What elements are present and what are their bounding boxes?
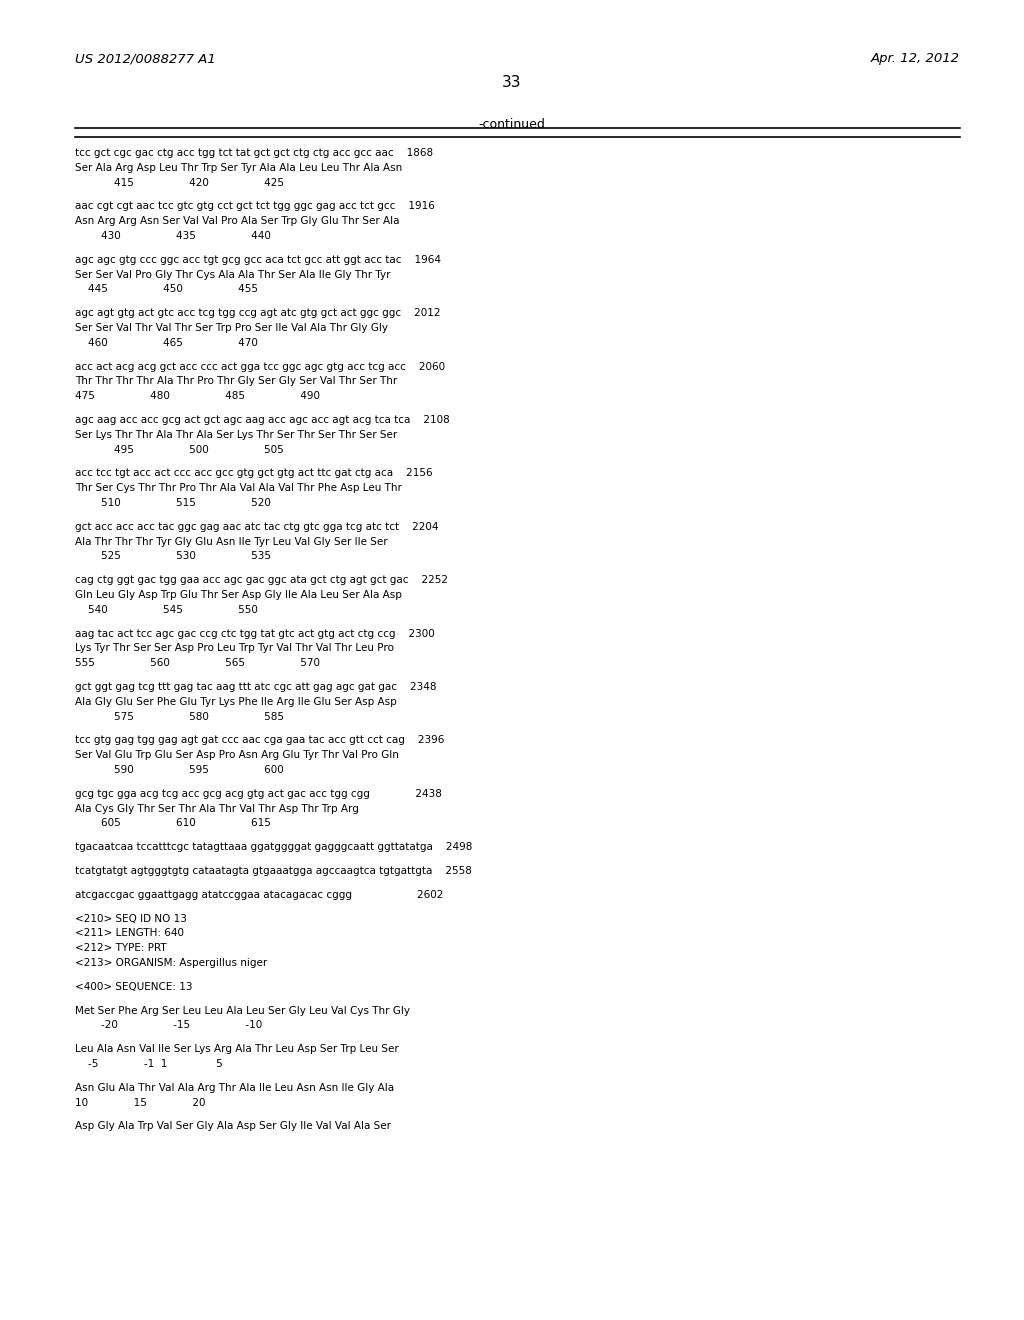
Text: -20                 -15                 -10: -20 -15 -10 — [75, 1020, 262, 1031]
Text: Ser Ser Val Pro Gly Thr Cys Ala Ala Thr Ser Ala Ile Gly Thr Tyr: Ser Ser Val Pro Gly Thr Cys Ala Ala Thr … — [75, 269, 390, 280]
Text: 575                 580                 585: 575 580 585 — [75, 711, 284, 722]
Text: Thr Thr Thr Thr Ala Thr Pro Thr Gly Ser Gly Ser Val Thr Ser Thr: Thr Thr Thr Thr Ala Thr Pro Thr Gly Ser … — [75, 376, 397, 387]
Text: tcatgtatgt agtgggtgtg cataatagta gtgaaatgga agccaagtca tgtgattgta    2558: tcatgtatgt agtgggtgtg cataatagta gtgaaat… — [75, 866, 472, 876]
Text: acc act acg acg gct acc ccc act gga tcc ggc agc gtg acc tcg acc    2060: acc act acg acg gct acc ccc act gga tcc … — [75, 362, 445, 372]
Text: 445                 450                 455: 445 450 455 — [75, 284, 258, 294]
Text: 540                 545                 550: 540 545 550 — [75, 605, 258, 615]
Text: 430                 435                 440: 430 435 440 — [75, 231, 271, 242]
Text: gct ggt gag tcg ttt gag tac aag ttt atc cgc att gag agc gat gac    2348: gct ggt gag tcg ttt gag tac aag ttt atc … — [75, 682, 436, 692]
Text: -continued: -continued — [478, 117, 546, 131]
Text: Gln Leu Gly Asp Trp Glu Thr Ser Asp Gly Ile Ala Leu Ser Ala Asp: Gln Leu Gly Asp Trp Glu Thr Ser Asp Gly … — [75, 590, 401, 601]
Text: Apr. 12, 2012: Apr. 12, 2012 — [871, 51, 961, 65]
Text: 415                 420                 425: 415 420 425 — [75, 178, 284, 187]
Text: Asp Gly Ala Trp Val Ser Gly Ala Asp Ser Gly Ile Val Val Ala Ser: Asp Gly Ala Trp Val Ser Gly Ala Asp Ser … — [75, 1122, 391, 1131]
Text: 10              15              20: 10 15 20 — [75, 1098, 206, 1107]
Text: Asn Glu Ala Thr Val Ala Arg Thr Ala Ile Leu Asn Asn Ile Gly Ala: Asn Glu Ala Thr Val Ala Arg Thr Ala Ile … — [75, 1082, 394, 1093]
Text: 510                 515                 520: 510 515 520 — [75, 498, 271, 508]
Text: tcc gct cgc gac ctg acc tgg tct tat gct gct ctg ctg acc gcc aac    1868: tcc gct cgc gac ctg acc tgg tct tat gct … — [75, 148, 433, 158]
Text: tcc gtg gag tgg gag agt gat ccc aac cga gaa tac acc gtt cct cag    2396: tcc gtg gag tgg gag agt gat ccc aac cga … — [75, 735, 444, 746]
Text: <210> SEQ ID NO 13: <210> SEQ ID NO 13 — [75, 913, 186, 924]
Text: 495                 500                 505: 495 500 505 — [75, 445, 284, 454]
Text: agc agt gtg act gtc acc tcg tgg ccg agt atc gtg gct act ggc ggc    2012: agc agt gtg act gtc acc tcg tgg ccg agt … — [75, 308, 440, 318]
Text: <213> ORGANISM: Aspergillus niger: <213> ORGANISM: Aspergillus niger — [75, 958, 267, 968]
Text: <212> TYPE: PRT: <212> TYPE: PRT — [75, 944, 167, 953]
Text: atcgaccgac ggaattgagg atatccggaa atacagacac cggg                    2602: atcgaccgac ggaattgagg atatccggaa atacaga… — [75, 890, 443, 900]
Text: <211> LENGTH: 640: <211> LENGTH: 640 — [75, 928, 184, 939]
Text: 475                 480                 485                 490: 475 480 485 490 — [75, 391, 319, 401]
Text: 33: 33 — [502, 75, 522, 90]
Text: <400> SEQUENCE: 13: <400> SEQUENCE: 13 — [75, 982, 193, 991]
Text: Ser Ala Arg Asp Leu Thr Trp Ser Tyr Ala Ala Leu Leu Thr Ala Asn: Ser Ala Arg Asp Leu Thr Trp Ser Tyr Ala … — [75, 162, 402, 173]
Text: Ala Gly Glu Ser Phe Glu Tyr Lys Phe Ile Arg Ile Glu Ser Asp Asp: Ala Gly Glu Ser Phe Glu Tyr Lys Phe Ile … — [75, 697, 396, 706]
Text: Thr Ser Cys Thr Thr Pro Thr Ala Val Ala Val Thr Phe Asp Leu Thr: Thr Ser Cys Thr Thr Pro Thr Ala Val Ala … — [75, 483, 401, 494]
Text: -5              -1  1               5: -5 -1 1 5 — [75, 1059, 223, 1069]
Text: acc tcc tgt acc act ccc acc gcc gtg gct gtg act ttc gat ctg aca    2156: acc tcc tgt acc act ccc acc gcc gtg gct … — [75, 469, 432, 478]
Text: Ala Cys Gly Thr Ser Thr Ala Thr Val Thr Asp Thr Trp Arg: Ala Cys Gly Thr Ser Thr Ala Thr Val Thr … — [75, 804, 358, 813]
Text: aag tac act tcc agc gac ccg ctc tgg tat gtc act gtg act ctg ccg    2300: aag tac act tcc agc gac ccg ctc tgg tat … — [75, 628, 435, 639]
Text: 590                 595                 600: 590 595 600 — [75, 766, 284, 775]
Text: 555                 560                 565                 570: 555 560 565 570 — [75, 659, 319, 668]
Text: US 2012/0088277 A1: US 2012/0088277 A1 — [75, 51, 216, 65]
Text: cag ctg ggt gac tgg gaa acc agc gac ggc ata gct ctg agt gct gac    2252: cag ctg ggt gac tgg gaa acc agc gac ggc … — [75, 576, 449, 585]
Text: gcg tgc gga acg tcg acc gcg acg gtg act gac acc tgg cgg              2438: gcg tgc gga acg tcg acc gcg acg gtg act … — [75, 789, 442, 799]
Text: 525                 530                 535: 525 530 535 — [75, 552, 271, 561]
Text: agc aag acc acc gcg act gct agc aag acc agc acc agt acg tca tca    2108: agc aag acc acc gcg act gct agc aag acc … — [75, 414, 450, 425]
Text: Met Ser Phe Arg Ser Leu Leu Ala Leu Ser Gly Leu Val Cys Thr Gly: Met Ser Phe Arg Ser Leu Leu Ala Leu Ser … — [75, 1006, 410, 1015]
Text: Ser Val Glu Trp Glu Ser Asp Pro Asn Arg Glu Tyr Thr Val Pro Gln: Ser Val Glu Trp Glu Ser Asp Pro Asn Arg … — [75, 750, 399, 760]
Text: 460                 465                 470: 460 465 470 — [75, 338, 258, 347]
Text: Lys Tyr Thr Ser Ser Asp Pro Leu Trp Tyr Val Thr Val Thr Leu Pro: Lys Tyr Thr Ser Ser Asp Pro Leu Trp Tyr … — [75, 643, 394, 653]
Text: Ser Ser Val Thr Val Thr Ser Trp Pro Ser Ile Val Ala Thr Gly Gly: Ser Ser Val Thr Val Thr Ser Trp Pro Ser … — [75, 323, 388, 333]
Text: 605                 610                 615: 605 610 615 — [75, 818, 271, 829]
Text: tgacaatcaa tccatttcgc tatagttaaa ggatggggat gagggcaatt ggttatatga    2498: tgacaatcaa tccatttcgc tatagttaaa ggatggg… — [75, 842, 472, 853]
Text: Ser Lys Thr Thr Ala Thr Ala Ser Lys Thr Ser Thr Ser Thr Ser Ser: Ser Lys Thr Thr Ala Thr Ala Ser Lys Thr … — [75, 430, 397, 440]
Text: agc agc gtg ccc ggc acc tgt gcg gcc aca tct gcc att ggt acc tac    1964: agc agc gtg ccc ggc acc tgt gcg gcc aca … — [75, 255, 441, 265]
Text: Asn Arg Arg Asn Ser Val Val Pro Ala Ser Trp Gly Glu Thr Ser Ala: Asn Arg Arg Asn Ser Val Val Pro Ala Ser … — [75, 216, 399, 226]
Text: gct acc acc acc tac ggc gag aac atc tac ctg gtc gga tcg atc tct    2204: gct acc acc acc tac ggc gag aac atc tac … — [75, 521, 438, 532]
Text: aac cgt cgt aac tcc gtc gtg cct gct tct tgg ggc gag acc tct gcc    1916: aac cgt cgt aac tcc gtc gtg cct gct tct … — [75, 202, 435, 211]
Text: Ala Thr Thr Thr Tyr Gly Glu Asn Ile Tyr Leu Val Gly Ser Ile Ser: Ala Thr Thr Thr Tyr Gly Glu Asn Ile Tyr … — [75, 537, 388, 546]
Text: Leu Ala Asn Val Ile Ser Lys Arg Ala Thr Leu Asp Ser Trp Leu Ser: Leu Ala Asn Val Ile Ser Lys Arg Ala Thr … — [75, 1044, 398, 1055]
